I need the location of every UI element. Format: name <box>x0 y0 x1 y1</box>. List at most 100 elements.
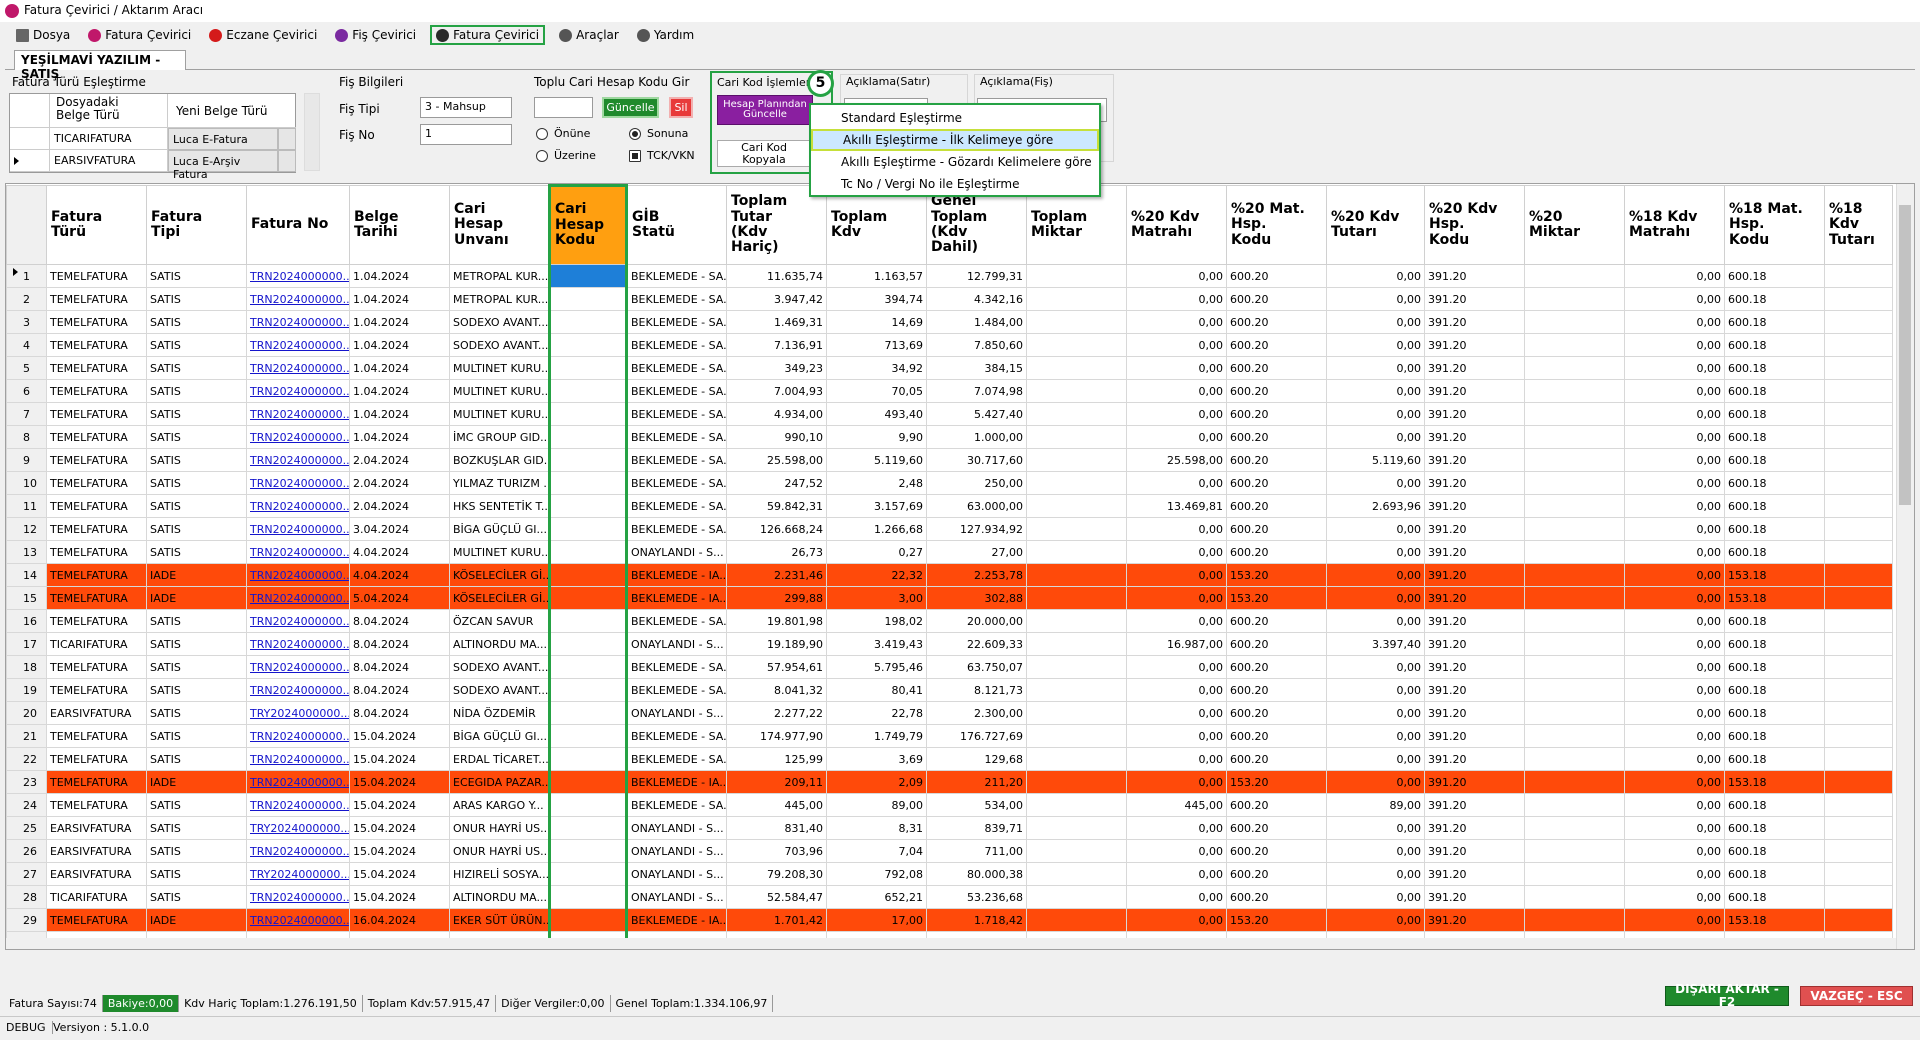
grid-cell[interactable]: SATIS <box>147 426 247 449</box>
grid-cell[interactable]: 4.934,00 <box>727 403 827 426</box>
row-number[interactable]: 11 <box>7 495 47 518</box>
grid-cell[interactable]: 176.727,69 <box>927 725 1027 748</box>
grid-cell[interactable]: 713,69 <box>827 334 927 357</box>
grid-cell[interactable]: 153.20 <box>1227 564 1327 587</box>
grid-cell[interactable]: 19.189,90 <box>727 633 827 656</box>
mapping-target[interactable]: Luca E-Arşiv Fatura <box>168 150 278 172</box>
grid-cell[interactable]: 8.121,73 <box>927 679 1027 702</box>
grid-cell[interactable] <box>1525 725 1625 748</box>
row-number[interactable]: 23 <box>7 771 47 794</box>
grid-cell[interactable]: BEKLEMEDE - SA... <box>627 725 727 748</box>
combo-arrow[interactable] <box>278 128 296 150</box>
grid-cell[interactable]: 600.18 <box>1725 288 1825 311</box>
grid-cell[interactable] <box>550 817 627 840</box>
grid-cell[interactable]: 302,88 <box>927 587 1027 610</box>
grid-cell[interactable]: 0,00 <box>1625 288 1725 311</box>
grid-row[interactable]: 5TEMELFATURASATISTRN2024000000...1.04.20… <box>7 357 1893 380</box>
grid-cell[interactable]: 0,00 <box>1327 472 1425 495</box>
grid-cell[interactable]: 600.20 <box>1227 656 1327 679</box>
grid-row[interactable]: 1TEMELFATURASATISTRN2024000000...1.04.20… <box>7 265 1893 288</box>
grid-cell[interactable]: 445,00 <box>727 794 827 817</box>
grid-cell[interactable]: 391.20 <box>1425 311 1525 334</box>
column-header[interactable]: Fatura Türü <box>47 186 147 265</box>
column-header[interactable]: %20 Kdv Matrahı <box>1127 186 1227 265</box>
grid-row[interactable]: 27EARSIVFATURASATISTRY2024000000...15.04… <box>7 863 1893 886</box>
grid-cell[interactable]: 2,48 <box>827 472 927 495</box>
grid-cell[interactable]: BİGA GÜÇLÜ GI... <box>450 725 550 748</box>
grid-cell[interactable]: TEMELFATURA <box>47 518 147 541</box>
grid-cell[interactable]: TRY2024000000... <box>247 702 350 725</box>
grid-cell[interactable]: 0,00 <box>1625 656 1725 679</box>
grid-cell[interactable] <box>1525 265 1625 288</box>
row-number[interactable]: 10 <box>7 472 47 495</box>
grid-cell[interactable] <box>550 679 627 702</box>
grid-cell[interactable] <box>550 909 627 932</box>
grid-cell[interactable] <box>1825 403 1893 426</box>
grid-cell[interactable]: SATIS <box>147 610 247 633</box>
grid-cell[interactable]: 8.04.2024 <box>350 610 450 633</box>
grid-cell[interactable]: 391.20 <box>1425 794 1525 817</box>
grid-cell[interactable] <box>550 587 627 610</box>
grid-cell[interactable]: 27,00 <box>927 541 1027 564</box>
grid-cell[interactable]: ONAYLANDI - S... <box>627 541 727 564</box>
grid-cell[interactable]: 15.04.2024 <box>350 840 450 863</box>
grid-cell[interactable]: 15.04.2024 <box>350 817 450 840</box>
grid-cell[interactable] <box>1525 403 1625 426</box>
grid-cell[interactable]: 174.977,90 <box>727 725 827 748</box>
grid-cell[interactable]: 600.18 <box>1725 656 1825 679</box>
grid-cell[interactable]: 153.20 <box>1227 909 1327 932</box>
grid-cell[interactable]: 9,90 <box>827 426 927 449</box>
grid-cell[interactable] <box>1525 564 1625 587</box>
grid-cell[interactable]: TEMELFATURA <box>47 495 147 518</box>
grid-cell[interactable] <box>1027 541 1127 564</box>
grid-row[interactable]: 12TEMELFATURASATISTRN2024000000...3.04.2… <box>7 518 1893 541</box>
grid-cell[interactable]: 391.20 <box>1425 725 1525 748</box>
grid-cell[interactable]: 250,00 <box>927 472 1027 495</box>
grid-cell[interactable]: TRN2024000000... <box>247 840 350 863</box>
grid-cell[interactable]: 79.208,30 <box>727 863 827 886</box>
menu-option[interactable]: Akıllı Eşleştirme - Gözardı Kelimelere g… <box>811 151 1099 173</box>
grid-cell[interactable]: BİGA GÜÇLÜ GI... <box>450 518 550 541</box>
grid-cell[interactable]: SATIS <box>147 863 247 886</box>
grid-cell[interactable]: 711,00 <box>927 840 1027 863</box>
grid-cell[interactable]: 2.04.2024 <box>350 449 450 472</box>
grid-cell[interactable]: 2,09 <box>827 771 927 794</box>
grid-cell[interactable]: 0,00 <box>1127 564 1227 587</box>
grid-cell[interactable] <box>1525 748 1625 771</box>
grid-cell[interactable]: 391.20 <box>1425 679 1525 702</box>
grid-cell[interactable] <box>1825 610 1893 633</box>
grid-cell[interactable]: TRN2024000000... <box>247 679 350 702</box>
menu-item[interactable]: Eczane Çevirici <box>205 25 321 45</box>
grid-cell[interactable]: 600.20 <box>1227 886 1327 909</box>
row-number[interactable]: 14 <box>7 564 47 587</box>
grid-cell[interactable]: 153.18 <box>1725 564 1825 587</box>
row-number[interactable]: 4 <box>7 334 47 357</box>
grid-cell[interactable] <box>1525 886 1625 909</box>
grid-cell[interactable]: TRN2024000000... <box>247 886 350 909</box>
grid-cell[interactable]: MULTINET KURU... <box>450 403 550 426</box>
grid-cell[interactable]: BEKLEMEDE - SA... <box>627 288 727 311</box>
grid-cell[interactable] <box>550 311 627 334</box>
grid-cell[interactable]: 0,00 <box>1327 840 1425 863</box>
grid-cell[interactable] <box>1525 495 1625 518</box>
grid-cell[interactable]: 0,00 <box>1127 725 1227 748</box>
grid-cell[interactable]: TEMELFATURA <box>47 771 147 794</box>
grid-cell[interactable]: 34,92 <box>827 357 927 380</box>
grid-cell[interactable]: 22.609,33 <box>927 633 1027 656</box>
grid-cell[interactable] <box>550 863 627 886</box>
copy-button[interactable]: Cari Kod Kopyala <box>717 140 811 167</box>
grid-cell[interactable]: 1.701,42 <box>727 909 827 932</box>
grid-cell[interactable]: 1.718,42 <box>927 909 1027 932</box>
column-header[interactable]: %20 Kdv Tutarı <box>1327 186 1425 265</box>
grid-row[interactable]: 29TEMELFATURAIADETRN2024000000...16.04.2… <box>7 909 1893 932</box>
grid-cell[interactable] <box>1027 656 1127 679</box>
column-header[interactable]: %20 Kdv Hsp. Kodu <box>1425 186 1525 265</box>
grid-cell[interactable]: BEKLEMEDE - SA... <box>627 748 727 771</box>
grid-cell[interactable]: BEKLEMEDE - SA... <box>627 610 727 633</box>
grid-cell[interactable] <box>550 725 627 748</box>
grid-cell[interactable] <box>1825 725 1893 748</box>
grid-cell[interactable]: 52.584,47 <box>727 886 827 909</box>
grid-cell[interactable]: 0,00 <box>1127 886 1227 909</box>
grid-cell[interactable]: 0,00 <box>1327 679 1425 702</box>
grid-cell[interactable] <box>1027 472 1127 495</box>
